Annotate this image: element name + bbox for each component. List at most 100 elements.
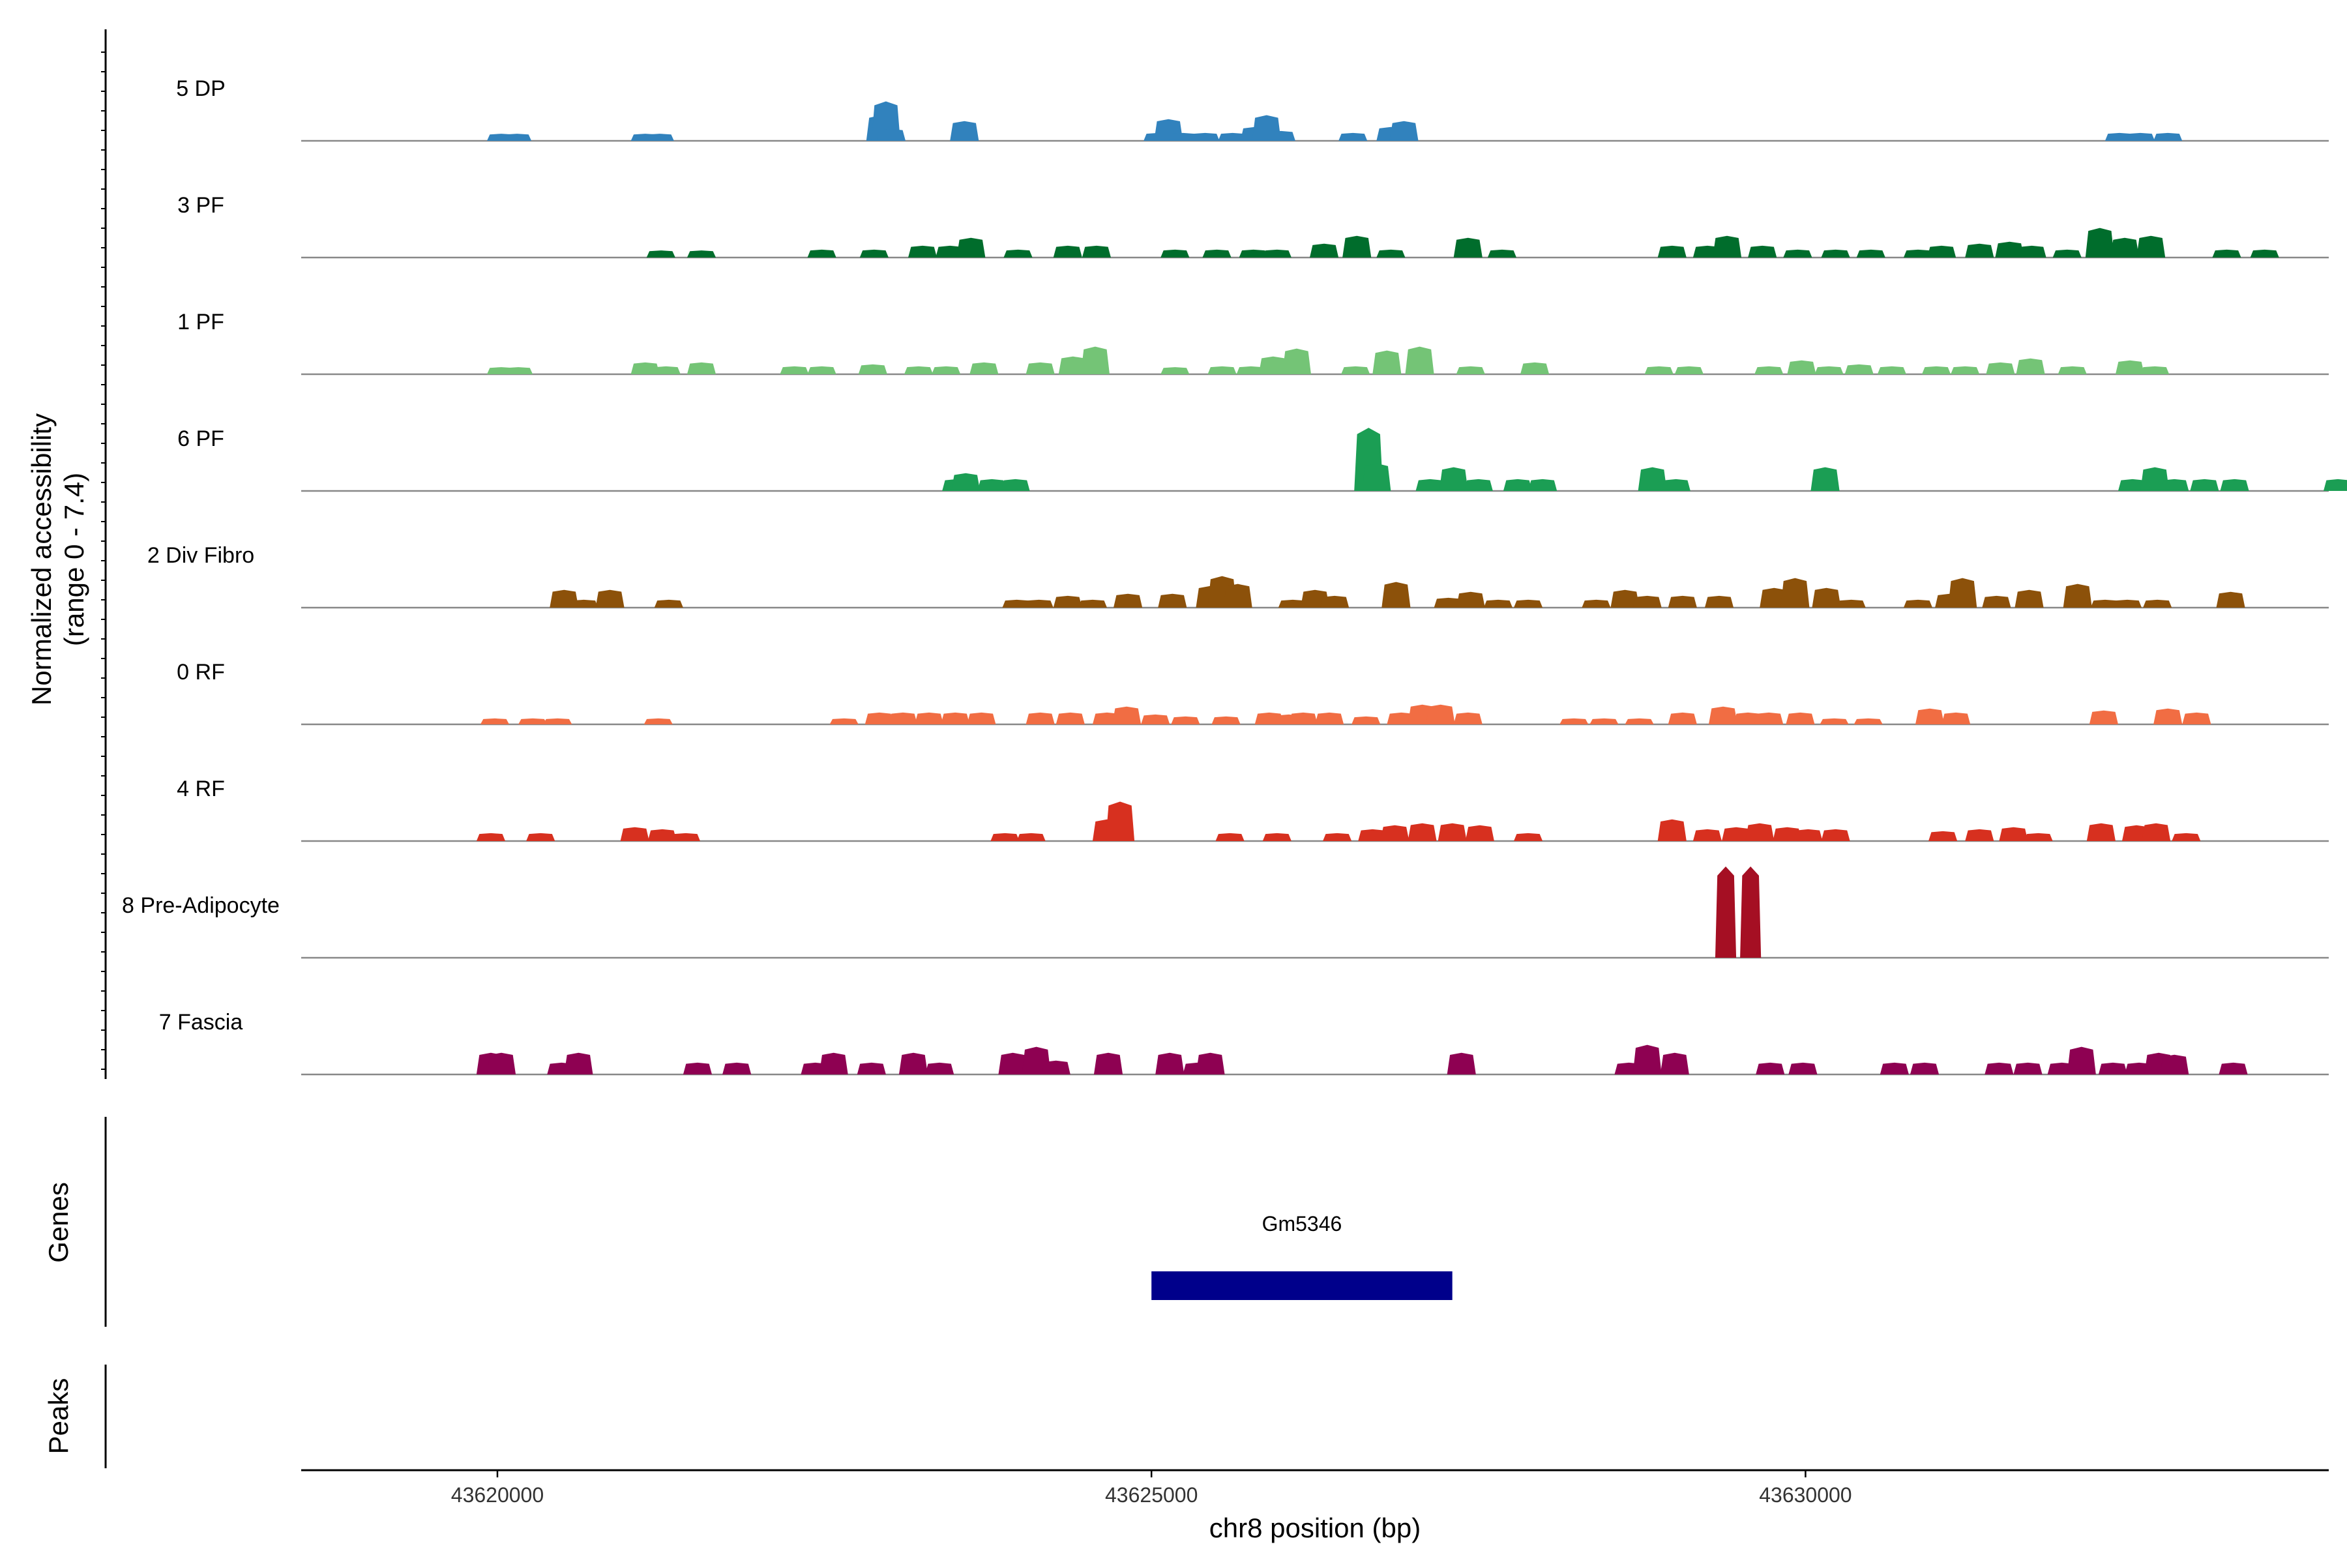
coverage-peak [1358, 829, 1387, 841]
coverage-peak [2182, 712, 2211, 724]
coverage-peak [1821, 249, 1850, 258]
coverage-peak [1487, 249, 1516, 258]
track-8-pre-adipocyte: 8 Pre-Adipocyte [122, 866, 2329, 959]
coverage-peak [819, 1052, 848, 1074]
coverage-peak [1657, 245, 1687, 258]
track-label: 2 Div Fibro [147, 543, 254, 568]
coverage-peak [504, 367, 533, 374]
coverage-peak [480, 718, 510, 724]
coverage-peak [1338, 132, 1368, 141]
coverage-peak [829, 718, 859, 724]
coverage-peak [1877, 366, 1906, 374]
coverage-peak [1704, 595, 1734, 608]
coverage-peak [1999, 827, 2028, 841]
coverage-peak [1380, 825, 1410, 841]
coverage-peak [1282, 348, 1311, 374]
coverage-peak [2190, 479, 2219, 491]
coverage-peak [1788, 1062, 1818, 1074]
coverage-peak [2118, 479, 2148, 491]
coverage-peak [569, 599, 598, 608]
coverage-peak [2110, 237, 2140, 258]
coverage-peak [1447, 1052, 1476, 1074]
coverage-peak [2153, 708, 2183, 724]
coverage-peak [1196, 1052, 1225, 1074]
coverage-peak [1160, 249, 1190, 258]
coverage-peak [1982, 595, 2011, 608]
coverage-peak [2013, 1062, 2043, 1074]
coverage-peak [651, 366, 681, 374]
coverage-peak [969, 362, 999, 374]
coverage-peak [1910, 1062, 1940, 1074]
coverage-peak [1668, 595, 1697, 608]
coverage-peak [977, 479, 1007, 491]
left-axis [101, 29, 107, 1079]
coverage-peak [1351, 716, 1381, 724]
track-label: 0 RF [177, 660, 225, 685]
coverage-peak [1756, 1062, 1785, 1074]
coverage-peak [1520, 362, 1550, 374]
coverage-peak [1740, 866, 1762, 958]
coverage-peak [1341, 366, 1370, 374]
coverage-peak [647, 829, 677, 841]
coverage-peak [1880, 1062, 1909, 1074]
coverage-peak [1660, 1052, 1689, 1074]
coverage-peak [857, 1062, 886, 1074]
coverage-peak [2104, 132, 2134, 141]
coverage-peak [1927, 245, 1956, 258]
coverage-peak [1657, 819, 1687, 841]
coverage-peak [2016, 358, 2045, 374]
track-3-pf: 3 PF [177, 193, 2329, 259]
x-ticks-group: 43620000 43625000 43630000 [451, 1470, 1852, 1507]
coverage-peak [645, 134, 674, 141]
coverage-peak [502, 134, 532, 141]
coverage-peak [1589, 718, 1619, 724]
coverage-peak [1668, 712, 1697, 724]
coverage-peak [1362, 463, 1391, 491]
coverage-peak [1528, 479, 1557, 491]
coverage-peak [1171, 716, 1200, 724]
coverage-peak [2160, 1054, 2189, 1074]
coverage-peak [1415, 479, 1445, 491]
coverage-peak [2212, 249, 2241, 258]
coverage-peak [1503, 479, 1533, 491]
coverage-peak [1995, 241, 2024, 258]
coverage-peak [1837, 599, 1866, 608]
coverage-peak [1773, 827, 1802, 841]
tracks-group: 5 DP 3 PF 1 PF 6 PF 2 Div Fibro 0 RF 4 RF 8 Pre… [122, 76, 2347, 1076]
coverage-peak [683, 1062, 713, 1074]
coverage-peak [990, 833, 1020, 841]
coverage-peak [1168, 132, 1198, 141]
track-label: 8 Pre-Adipocyte [122, 893, 280, 918]
track-label: 6 PF [177, 426, 224, 451]
coverage-peak [1915, 708, 1945, 724]
coverage-peak [2143, 599, 2172, 608]
coverage-peak [1053, 595, 1082, 608]
coverage-peak [2220, 479, 2249, 491]
coverage-peak [1986, 362, 2015, 374]
track-label: 4 RF [177, 777, 225, 801]
coverage-peak [1078, 599, 1107, 608]
coverage-peak [2015, 589, 2044, 608]
genes-group: Gm5346 [1151, 1212, 1453, 1300]
x-tick-label: 43625000 [1105, 1483, 1198, 1507]
coverage-peak [543, 718, 572, 724]
coverage-peak [1426, 704, 1455, 724]
x-axis-title: chr8 position (bp) [1209, 1513, 1421, 1543]
coverage-peak [1941, 712, 1971, 724]
coverage-peak [671, 833, 700, 841]
coverage-peak [1780, 578, 1810, 608]
coverage-peak [1278, 599, 1307, 608]
track-7-fascia: 7 Fascia [159, 1010, 2329, 1076]
track-label: 3 PF [177, 193, 224, 218]
coverage-peak [1787, 360, 1816, 374]
coverage-peak [2140, 366, 2170, 374]
coverage-peak [1812, 587, 1841, 608]
coverage-peak [1207, 366, 1237, 374]
coverage-peak [1810, 467, 1840, 491]
coverage-peak [595, 589, 625, 608]
coverage-peak [1215, 833, 1245, 841]
coverage-peak [1372, 350, 1402, 374]
track-2-div-fibro: 2 Div Fibro [147, 543, 2329, 609]
coverage-peak [2063, 584, 2092, 608]
coverage-peak [1080, 346, 1110, 374]
